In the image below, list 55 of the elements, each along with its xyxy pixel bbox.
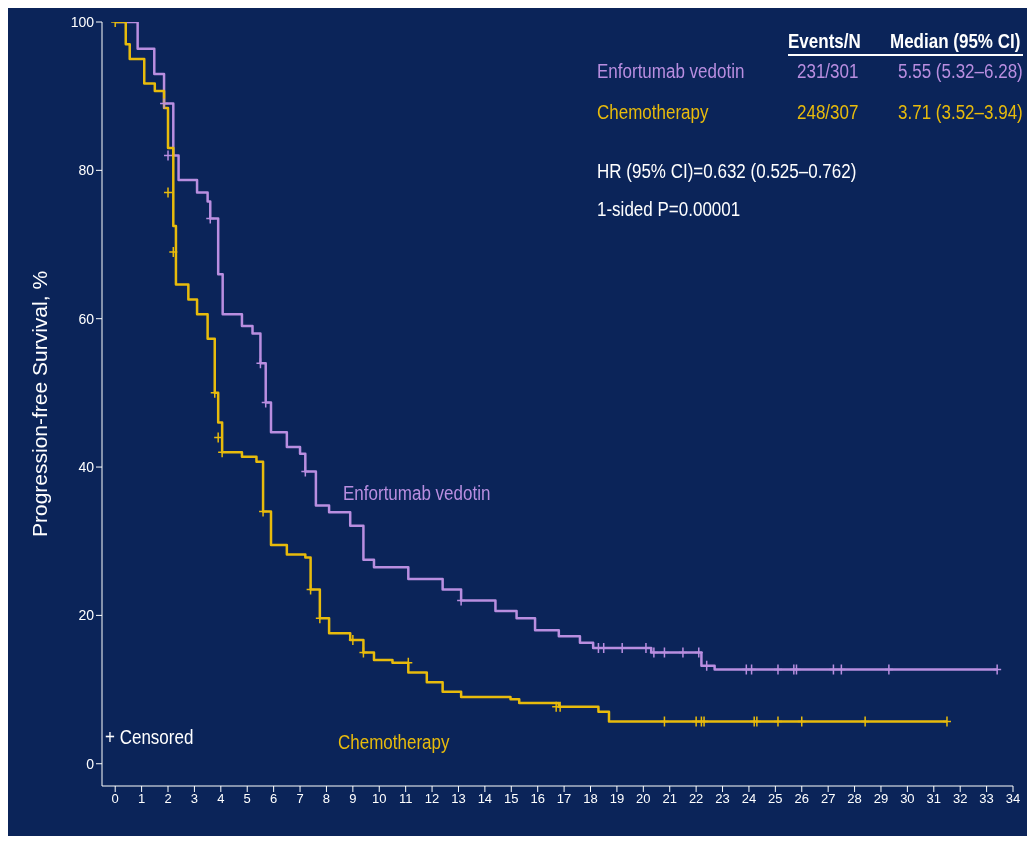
- x-tick-label: 26: [794, 791, 809, 807]
- x-tick-label: 12: [424, 791, 440, 807]
- y-tick-label: 60: [78, 310, 95, 327]
- y-tick-label: 40: [78, 459, 95, 476]
- x-tick-label: 1: [137, 791, 146, 807]
- x-tick-label: 22: [688, 791, 704, 807]
- annotation: 3.71 (3.52–3.94): [898, 101, 1023, 124]
- x-tick-label: 9: [349, 791, 357, 807]
- annotation: 248/307: [797, 101, 859, 124]
- series-label: Enfortumab vedotin: [343, 482, 491, 505]
- x-tick-label: 6: [270, 791, 278, 807]
- annotation: 1-sided P=0.00001: [597, 198, 741, 221]
- x-tick-label: 31: [926, 791, 942, 807]
- x-tick-label: 19: [609, 791, 625, 807]
- y-tick-label: 100: [70, 13, 95, 30]
- y-tick-label: 80: [78, 162, 95, 179]
- x-tick-label: 24: [741, 791, 757, 807]
- text: Enfortumab vedotin: [597, 60, 745, 82]
- annotation: 5.55 (5.32–6.28): [898, 60, 1023, 83]
- annotation: HR (95% CI)=0.632 (0.525–0.762): [597, 160, 857, 183]
- x-tick-label: 2: [164, 791, 172, 807]
- x-tick-label: 18: [583, 791, 598, 807]
- x-tick-label: 3: [190, 791, 199, 807]
- y-axis-title: Progression-free Survival, %: [28, 270, 52, 538]
- x-tick-label: 33: [979, 791, 994, 807]
- x-tick-label: 29: [873, 791, 889, 807]
- x-tick-label: 13: [451, 791, 466, 807]
- x-tick-label: 27: [820, 791, 836, 807]
- x-tick-label: 11: [398, 791, 413, 807]
- x-tick-label: 32: [952, 791, 968, 807]
- annotation: + Censored: [105, 726, 194, 749]
- x-tick-label: 4: [217, 791, 225, 807]
- x-tick-label: 7: [296, 791, 304, 807]
- annotation: 231/301: [797, 60, 859, 83]
- x-tick-label: 5: [243, 791, 251, 807]
- x-tick-label: 15: [504, 791, 519, 807]
- x-tick-label: 23: [715, 791, 730, 807]
- text: Chemotherapy: [597, 101, 709, 123]
- x-tick-label: 10: [372, 791, 387, 807]
- x-tick-label: 14: [477, 791, 493, 807]
- x-tick-label: 30: [900, 791, 915, 807]
- x-tick-label: 21: [662, 791, 677, 807]
- x-tick-label: 8: [322, 791, 331, 807]
- x-tick-label: 25: [768, 791, 783, 807]
- x-tick-label: 28: [847, 791, 862, 807]
- y-tick-label: 20: [78, 607, 95, 624]
- annotation: Events/N: [788, 30, 861, 53]
- x-tick-label: 20: [636, 791, 651, 807]
- x-tick-label: 16: [530, 791, 545, 807]
- annotation: Median (95% CI): [890, 30, 1021, 53]
- x-tick-label: 0: [111, 791, 119, 807]
- series-label: Chemotherapy: [338, 731, 450, 754]
- x-tick-label: 34: [1005, 791, 1021, 807]
- x-tick-label: 17: [556, 791, 572, 807]
- y-tick-label: 0: [86, 755, 95, 772]
